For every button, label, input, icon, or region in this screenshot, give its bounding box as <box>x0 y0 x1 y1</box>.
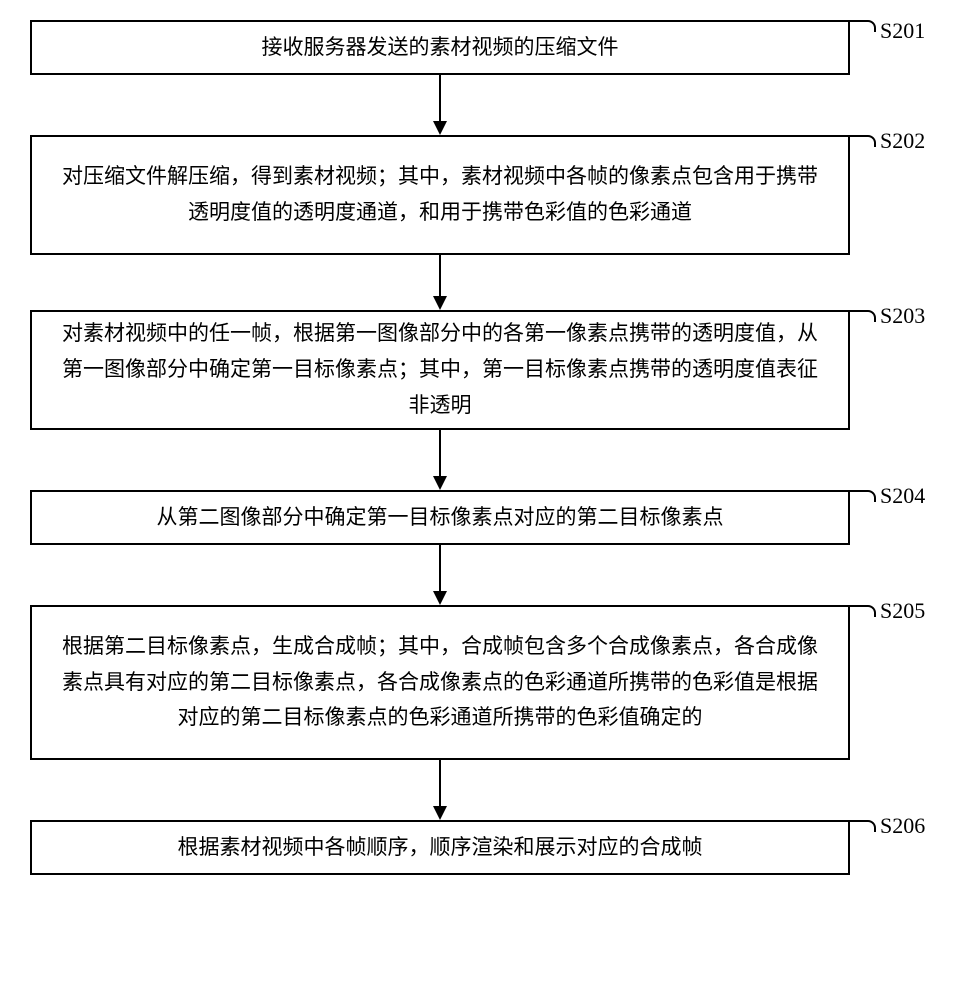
label-connector <box>848 490 876 502</box>
arrow-head <box>433 476 447 490</box>
flowchart-node: 对压缩文件解压缩，得到素材视频；其中，素材视频中各帧的像素点包含用于携带透明度值… <box>30 135 850 255</box>
label-connector <box>848 310 876 322</box>
node-text: 接收服务器发送的素材视频的压缩文件 <box>52 30 828 66</box>
step-label: S205 <box>880 598 925 624</box>
step-label: S204 <box>880 483 925 509</box>
arrow-head <box>433 591 447 605</box>
arrow-line <box>439 545 441 591</box>
step-label: S203 <box>880 303 925 329</box>
arrow-head <box>433 296 447 310</box>
arrow-line <box>439 255 441 296</box>
step-label: S206 <box>880 813 925 839</box>
node-text: 根据第二目标像素点，生成合成帧；其中，合成帧包含多个合成像素点，各合成像素点具有… <box>52 629 828 736</box>
arrow-line <box>439 760 441 806</box>
node-text: 对压缩文件解压缩，得到素材视频；其中，素材视频中各帧的像素点包含用于携带透明度值… <box>52 159 828 230</box>
flowchart-node: 根据第二目标像素点，生成合成帧；其中，合成帧包含多个合成像素点，各合成像素点具有… <box>30 605 850 760</box>
flowchart-node: 根据素材视频中各帧顺序，顺序渲染和展示对应的合成帧 <box>30 820 850 875</box>
step-label: S202 <box>880 128 925 154</box>
node-text: 对素材视频中的任一帧，根据第一图像部分中的各第一像素点携带的透明度值，从第一图像… <box>52 316 828 423</box>
label-connector <box>848 605 876 617</box>
arrow-line <box>439 430 441 476</box>
flowchart-node: 从第二图像部分中确定第一目标像素点对应的第二目标像素点 <box>30 490 850 545</box>
label-connector <box>848 135 876 147</box>
node-text: 根据素材视频中各帧顺序，顺序渲染和展示对应的合成帧 <box>52 830 828 866</box>
flowchart-node: 对素材视频中的任一帧，根据第一图像部分中的各第一像素点携带的透明度值，从第一图像… <box>30 310 850 430</box>
node-text: 从第二图像部分中确定第一目标像素点对应的第二目标像素点 <box>52 500 828 536</box>
step-label: S201 <box>880 18 925 44</box>
label-connector <box>848 20 876 32</box>
label-connector <box>848 820 876 832</box>
arrow-head <box>433 121 447 135</box>
arrow-line <box>439 75 441 121</box>
flowchart-node: 接收服务器发送的素材视频的压缩文件 <box>30 20 850 75</box>
arrow-head <box>433 806 447 820</box>
